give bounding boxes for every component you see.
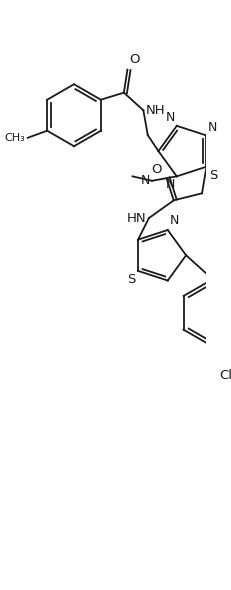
Text: CH₃: CH₃ — [4, 133, 25, 143]
Text: O: O — [129, 53, 140, 66]
Text: Cl: Cl — [219, 369, 231, 382]
Text: S: S — [127, 273, 135, 286]
Text: HN: HN — [127, 212, 146, 225]
Text: N: N — [170, 214, 179, 227]
Text: S: S — [209, 169, 218, 182]
Text: N: N — [208, 121, 218, 134]
Text: NH: NH — [146, 104, 166, 117]
Text: O: O — [152, 163, 162, 176]
Text: N: N — [166, 178, 175, 191]
Text: N: N — [166, 111, 175, 124]
Text: N: N — [141, 174, 150, 187]
